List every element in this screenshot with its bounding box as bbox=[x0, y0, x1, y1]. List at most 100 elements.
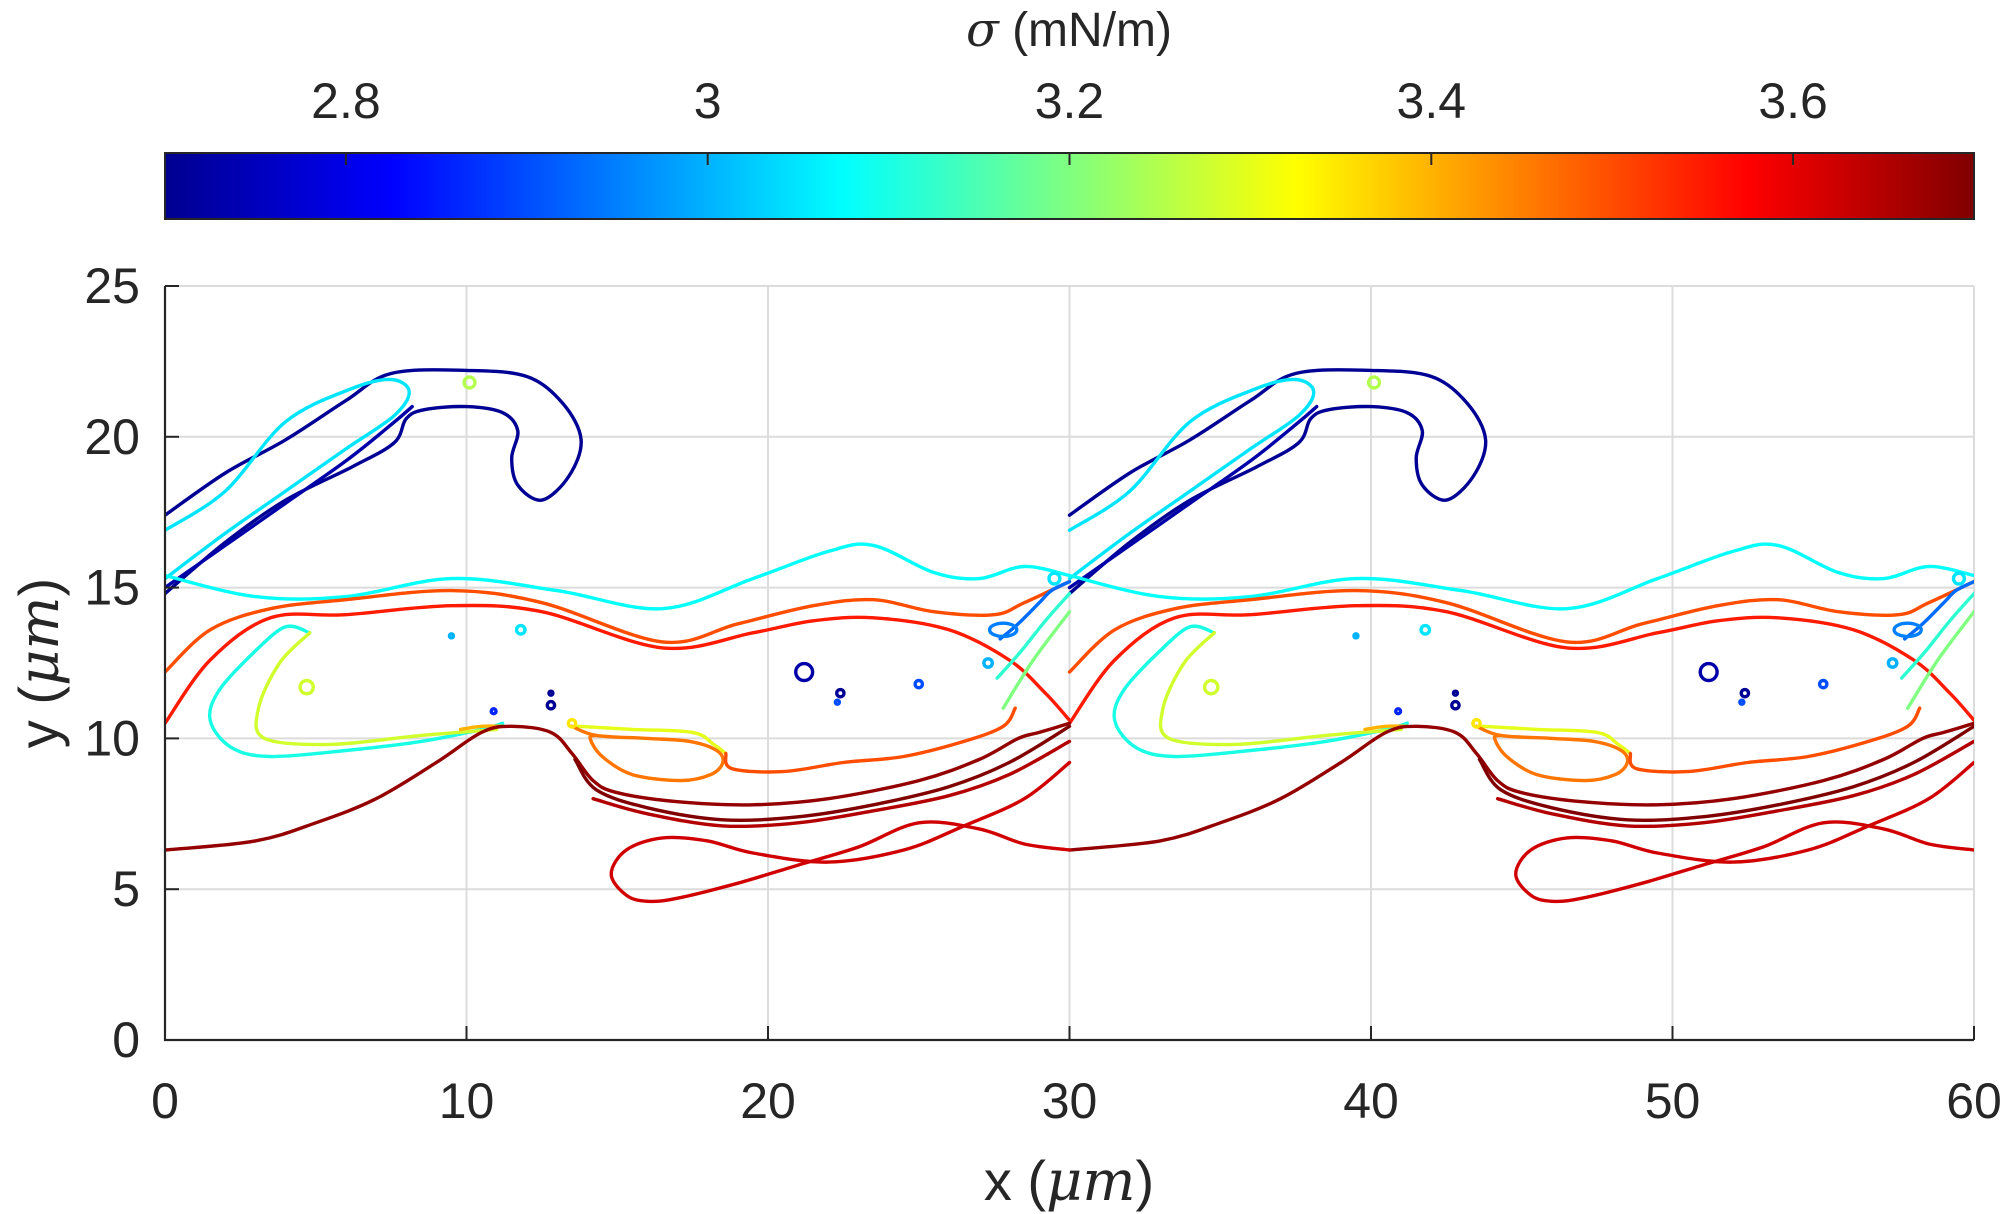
contour-loop-9-1 bbox=[1739, 687, 1751, 699]
contour-line-0-1 bbox=[1067, 368, 1488, 596]
contour-loop-13-1 bbox=[1951, 571, 1967, 586]
contour-loop-6-1 bbox=[1451, 689, 1460, 697]
contour-line-4-0 bbox=[165, 579, 1072, 674]
contour-line-13-0 bbox=[573, 724, 1072, 823]
contour-line-17-1 bbox=[1899, 591, 1974, 680]
contour-loop-3-0 bbox=[447, 632, 456, 640]
contour-line-3-0 bbox=[165, 542, 1072, 611]
colorbar-label-unit: (mN/m) bbox=[999, 4, 1172, 57]
contour-line-13-1 bbox=[1477, 724, 1974, 823]
contour-line-16-1 bbox=[1903, 579, 1974, 641]
y-tick-label-4: 20 bbox=[84, 409, 140, 465]
contour-line-11-1 bbox=[1628, 706, 1922, 774]
contour-line-9-0 bbox=[576, 724, 728, 756]
contour-line-1-0 bbox=[165, 404, 414, 590]
contour-line-5-1 bbox=[1067, 603, 1974, 725]
contour-line-9-1 bbox=[1480, 724, 1632, 756]
x-tick-label-4: 40 bbox=[1343, 1073, 1399, 1129]
contour-loop-4-1 bbox=[1394, 707, 1403, 716]
contour-line-11-0 bbox=[723, 706, 1017, 774]
y-axis-label-suffix: ) bbox=[7, 578, 70, 597]
contour-loop-7-1 bbox=[1471, 718, 1482, 729]
contour-loop-0-0 bbox=[462, 375, 477, 390]
contour-loop-7-0 bbox=[566, 718, 578, 729]
x-axis-label: x (μm) bbox=[984, 1149, 1154, 1214]
y-tick-label-0: 0 bbox=[112, 1012, 140, 1068]
y-tick-label-5: 25 bbox=[84, 258, 140, 314]
x-axis-ticks: 0 10 20 30 40 50 60 bbox=[151, 1026, 2002, 1129]
contour-loop-5-0 bbox=[545, 699, 557, 711]
contour-loop-1-0 bbox=[298, 678, 316, 696]
contour-line-10-0 bbox=[570, 724, 725, 783]
contour-loop-10-0 bbox=[833, 698, 842, 706]
colorbar-tick-label-4: 3.6 bbox=[1758, 73, 1828, 129]
x-tick-label-5: 50 bbox=[1645, 1073, 1701, 1129]
colorbar-tick-label-1: 3 bbox=[694, 73, 722, 129]
contour-line-12-1 bbox=[1067, 721, 1974, 852]
colorbar: σ (mN/m) 2.8 3 3.2 3.4 3.6 bbox=[164, 2, 1975, 220]
colorbar-tick-label-3: 3.4 bbox=[1397, 73, 1467, 129]
contour-loop-9-0 bbox=[835, 687, 846, 699]
contour-line-12-0 bbox=[165, 721, 1072, 852]
colorbar-tick-label-0: 2.8 bbox=[311, 73, 381, 129]
contour-line-14-0 bbox=[591, 739, 1072, 829]
contour-loop-11-1 bbox=[1817, 678, 1829, 690]
contour-line-14-1 bbox=[1495, 739, 1974, 829]
contour-line-6-0 bbox=[208, 624, 505, 759]
contour-loop-5-1 bbox=[1450, 699, 1461, 711]
contour-line-1-1 bbox=[1067, 404, 1319, 590]
contour-line-18-0 bbox=[1001, 610, 1072, 710]
contour-line-15-0 bbox=[609, 760, 1072, 904]
contour-loop-11-0 bbox=[913, 678, 925, 690]
contour-loop-12-0 bbox=[982, 657, 995, 669]
colorbar-label-symbol: σ bbox=[966, 2, 1000, 58]
grid bbox=[165, 285, 1975, 1040]
contour-line-10-1 bbox=[1474, 724, 1630, 783]
contour-loop-2-0 bbox=[514, 623, 527, 636]
contour-line-2-0 bbox=[165, 377, 411, 581]
contour-loop-10-1 bbox=[1738, 698, 1746, 706]
x-tick-label-6: 60 bbox=[1946, 1073, 2002, 1129]
contour-loop-8-0 bbox=[794, 661, 815, 683]
contour-loop-3-1 bbox=[1352, 632, 1360, 640]
contour-line-3-1 bbox=[1067, 542, 1974, 611]
contour-loop-12-1 bbox=[1886, 657, 1899, 669]
y-axis-label-prefix: y ( bbox=[7, 686, 70, 749]
y-tick-label-3: 15 bbox=[84, 560, 140, 616]
contour-loop-1-1 bbox=[1202, 678, 1220, 696]
contour-loop-4-0 bbox=[489, 707, 498, 716]
colorbar-label: σ (mN/m) bbox=[966, 2, 1172, 58]
contour-line-18-1 bbox=[1906, 610, 1974, 710]
y-axis-label-unit: μm bbox=[7, 596, 72, 686]
x-tick-label-2: 20 bbox=[740, 1073, 796, 1129]
contour-loop-6-0 bbox=[547, 689, 555, 697]
contour-line-17-0 bbox=[995, 591, 1072, 680]
contour-line-4-1 bbox=[1067, 579, 1974, 674]
contour-line-2-1 bbox=[1067, 377, 1316, 581]
contour-loop-13-0 bbox=[1047, 571, 1062, 586]
contour-line-7-1 bbox=[1158, 631, 1403, 747]
x-tick-label-0: 0 bbox=[151, 1073, 179, 1129]
contour-line-15-1 bbox=[1514, 760, 1974, 904]
x-tick-label-3: 30 bbox=[1042, 1073, 1098, 1129]
contour-loop-14-0 bbox=[987, 621, 1019, 639]
contour-loop-0-1 bbox=[1366, 375, 1382, 390]
contour-loop-8-1 bbox=[1698, 661, 1719, 683]
contour-line-5-0 bbox=[165, 603, 1072, 725]
contour-loop-2-1 bbox=[1419, 623, 1432, 636]
contour-line-6-1 bbox=[1112, 624, 1409, 759]
y-axis-label: y (μm) bbox=[7, 578, 72, 748]
contour-loop-14-1 bbox=[1892, 621, 1923, 639]
x-axis-label-unit: μm bbox=[1046, 1149, 1136, 1214]
y-tick-label-2: 10 bbox=[84, 710, 140, 766]
contour-line-7-0 bbox=[254, 631, 499, 747]
y-tick-label-1: 5 bbox=[112, 861, 140, 917]
y-axis-ticks: 0 5 10 15 20 25 bbox=[84, 258, 179, 1068]
contour-lines bbox=[165, 368, 1974, 904]
contour-line-16-0 bbox=[998, 579, 1072, 641]
colorbar-tick-label-2: 3.2 bbox=[1035, 73, 1105, 129]
x-axis-label-suffix: ) bbox=[1136, 1149, 1155, 1212]
contour-line-0-0 bbox=[165, 368, 583, 596]
